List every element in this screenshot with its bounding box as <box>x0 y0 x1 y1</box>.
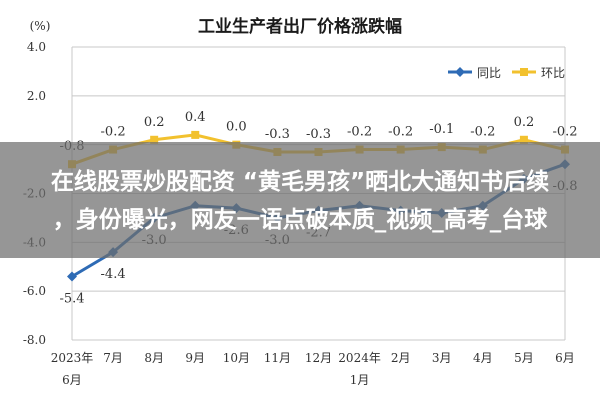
data-label-yoy: -5.4 <box>59 292 84 307</box>
x-tick-label: 5月 <box>514 351 534 365</box>
data-point-yoy <box>67 271 77 282</box>
data-label-mom: 0.2 <box>514 115 535 130</box>
x-tick-label: 9月 <box>185 351 205 365</box>
data-label-mom: -0.2 <box>388 125 413 140</box>
data-label-mom: 0.4 <box>185 110 206 125</box>
headline-line-2: ，身份曝光，网友一语点破本质_视频_高考_台球 <box>52 207 548 233</box>
x-tick-label: 4月 <box>473 351 493 365</box>
headline-overlay <box>0 142 600 258</box>
x-tick-label: 2月 <box>391 351 411 365</box>
x-tick-label: 10月 <box>223 351 250 365</box>
data-label-mom: -0.3 <box>265 127 290 142</box>
y-tick-label: -8.0 <box>23 333 46 347</box>
data-point-mom <box>519 135 528 144</box>
x-tick-label: 8月 <box>144 351 164 365</box>
x-tick-labels: 2023年 7月 8月 9月 10月 11月 12月 2024年 2月 3月 4月 5月 6月 6月 1月 <box>51 351 575 387</box>
data-label-mom: -0.2 <box>101 125 126 140</box>
legend: 同比 环比 <box>448 66 565 80</box>
y-tick-label: 2.0 <box>27 89 46 103</box>
chart-title: 工业生产者出厂价格涨跌幅 <box>198 16 402 37</box>
y-axis-unit: (%) <box>30 19 51 33</box>
data-point-mom <box>150 135 159 144</box>
data-point-mom <box>191 130 200 139</box>
data-label-mom: -0.2 <box>347 125 372 140</box>
x-tick-label-secondary: 6月 <box>62 373 82 387</box>
legend-label-yoy: 同比 <box>477 66 501 80</box>
data-label-mom: -0.2 <box>552 125 577 140</box>
x-tick-label: 12月 <box>305 351 332 365</box>
data-label-mom: 0.2 <box>144 115 165 130</box>
x-tick-label: 11月 <box>264 351 291 365</box>
headline-line-1: 在线股票炒股配资 “黄毛男孩”晒北大通知书后续 <box>50 169 550 195</box>
data-label-mom: 0.0 <box>226 120 247 135</box>
y-tick-label: 4.0 <box>27 40 46 54</box>
y-tick-label: -6.0 <box>23 284 46 298</box>
x-tick-label: 7月 <box>103 351 123 365</box>
data-label-mom: -0.1 <box>429 122 454 137</box>
legend-label-mom: 环比 <box>541 66 565 80</box>
x-tick-label: 2024年 <box>338 351 381 365</box>
data-label-mom: -0.3 <box>306 127 331 142</box>
x-tick-label: 3月 <box>432 351 452 365</box>
x-tick-label: 2023年 <box>51 351 94 365</box>
data-label-mom: -0.2 <box>470 125 495 140</box>
legend-marker-mom <box>520 68 528 76</box>
data-label-yoy: -4.4 <box>101 267 126 282</box>
x-tick-label-secondary: 1月 <box>350 373 370 387</box>
x-tick-label: 6月 <box>555 351 575 365</box>
legend-marker-yoy <box>455 67 465 77</box>
